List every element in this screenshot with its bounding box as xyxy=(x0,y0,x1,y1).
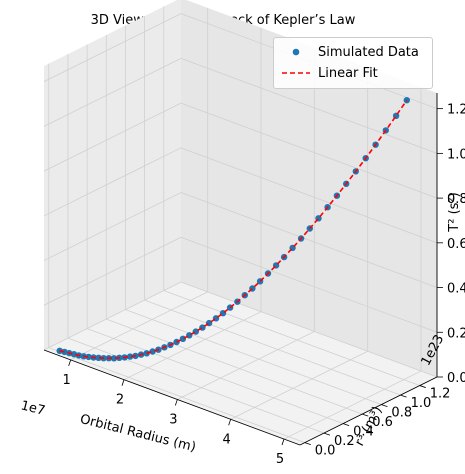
grid-z-back xyxy=(180,236,438,333)
data-layer xyxy=(56,97,410,362)
back-pane xyxy=(181,0,437,377)
grid-y-floor xyxy=(106,318,363,415)
grid-y-floor xyxy=(163,290,420,386)
x-axis-label: Orbital Radius (m) xyxy=(78,412,197,455)
x-tick-mark xyxy=(281,438,285,446)
axis-edges xyxy=(43,93,438,446)
grid-z-back xyxy=(180,58,438,154)
z-tick-label: 1.2 xyxy=(447,103,465,118)
data-point xyxy=(85,353,92,361)
grid-z-left xyxy=(43,13,182,83)
y-tick-label: 1.0 xyxy=(411,396,432,411)
grid-x-floor xyxy=(283,370,422,440)
y-tick-mark xyxy=(381,404,388,407)
grid-y-floor xyxy=(48,347,305,443)
legend-item-fit: Linear Fit xyxy=(282,63,378,83)
left-pane xyxy=(44,0,181,350)
y-axis-line xyxy=(299,376,438,446)
z-axis-label: T² (s²) xyxy=(447,192,462,232)
fit-line xyxy=(59,99,408,360)
z-tick-label: 0.6 xyxy=(447,237,465,252)
axis-panes xyxy=(44,0,437,445)
x-tick-label: 4 xyxy=(223,432,231,447)
x-tick-mark xyxy=(121,379,125,386)
x-offset-text: 1e7 xyxy=(19,398,46,418)
grid-y-floor xyxy=(144,299,401,396)
z-tick-label: 0.4 xyxy=(447,282,465,297)
x-tick-mark xyxy=(68,359,72,367)
legend-item-simulated: Simulated Data xyxy=(282,42,419,62)
y-tick-mark xyxy=(400,394,407,398)
y-tick-label: 1.2 xyxy=(430,387,451,402)
data-point xyxy=(70,351,78,358)
y-tick-label: 0.6 xyxy=(372,415,393,430)
grid-y-floor xyxy=(125,309,382,405)
z-tick-label: 0.2 xyxy=(447,326,465,341)
grid-z-left xyxy=(43,192,182,261)
grid-y-floor xyxy=(67,337,325,434)
x-tick-label: 2 xyxy=(116,393,124,408)
data-point xyxy=(149,348,156,355)
grid-x-floor xyxy=(123,311,262,381)
legend-marker-icon xyxy=(292,48,300,56)
grid-z-left xyxy=(43,236,182,306)
grid-z-left xyxy=(43,281,182,351)
y-tick-mark xyxy=(304,442,311,446)
floor-pane xyxy=(44,282,437,445)
data-point xyxy=(95,354,102,361)
legend-label-fit: Linear Fit xyxy=(318,65,378,81)
grid-x-floor xyxy=(70,291,208,361)
grid-y-floor xyxy=(86,328,344,424)
grid-x-floor xyxy=(230,350,368,420)
y-tick-mark xyxy=(419,385,426,388)
data-point xyxy=(110,355,118,362)
y-tick-mark xyxy=(342,423,350,426)
x-tick-label: 5 xyxy=(276,452,284,467)
data-point xyxy=(126,353,134,360)
grid-z-left xyxy=(43,58,182,127)
x-tick-label: 3 xyxy=(169,412,177,427)
grid-lines xyxy=(43,6,438,443)
z-tick-label: 1.0 xyxy=(447,147,465,162)
grid-x-floor xyxy=(177,331,315,400)
legend: Simulated Data Linear Fit xyxy=(273,37,433,89)
grid-z-back xyxy=(180,102,438,199)
tick-labels: 123450.00.20.40.60.81.01.20.00.20.40.60.… xyxy=(63,103,465,467)
grid-z-back xyxy=(180,281,438,378)
y-tick-label: 0.0 xyxy=(315,444,336,459)
x-tick-mark xyxy=(174,399,178,406)
data-point xyxy=(179,335,187,342)
grid-z-back xyxy=(180,147,438,244)
y-tick-label: 0.2 xyxy=(334,434,355,449)
x-tick-label: 1 xyxy=(63,373,71,388)
z-tick-label: 0.0 xyxy=(447,371,465,386)
legend-label-simulated: Simulated Data xyxy=(318,44,419,60)
y-tick-mark xyxy=(362,413,369,417)
x-axis-line xyxy=(43,349,301,446)
x-tick-mark xyxy=(228,419,232,426)
data-point xyxy=(186,332,193,339)
grid-z-back xyxy=(180,192,438,288)
y-tick-label: 0.4 xyxy=(353,425,374,440)
z-tick-label: 0.8 xyxy=(447,192,465,207)
legend-dashed-line-icon xyxy=(282,72,310,74)
y-tick-label: 0.8 xyxy=(391,406,412,421)
grid-z-left xyxy=(43,147,182,217)
y-tick-mark xyxy=(323,432,331,436)
grid-z-left xyxy=(43,102,182,172)
